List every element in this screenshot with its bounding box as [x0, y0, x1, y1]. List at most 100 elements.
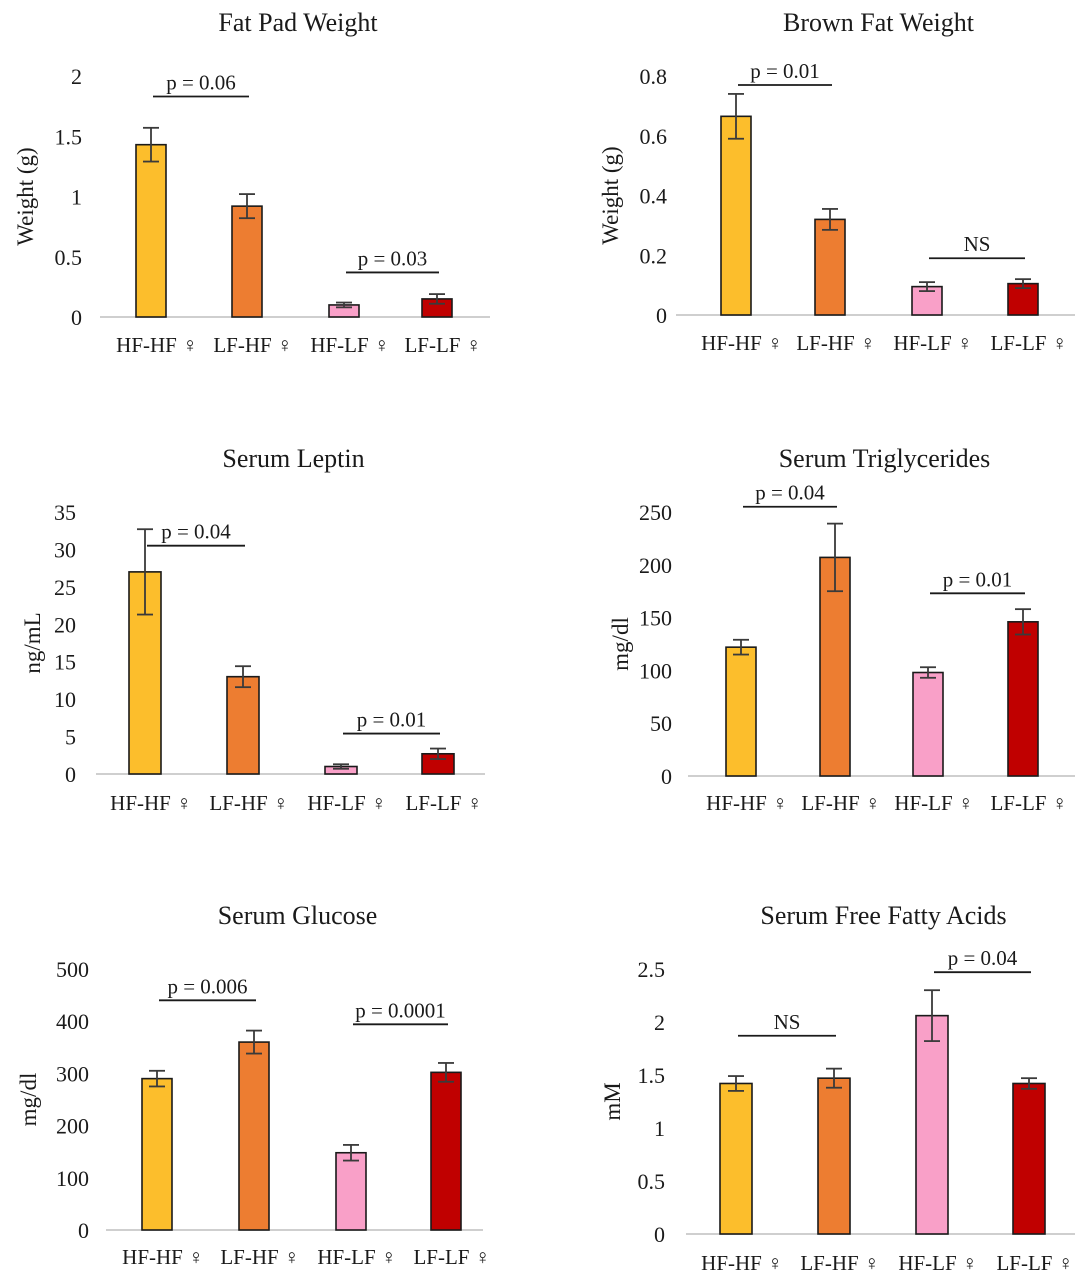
y-tick-label: 2.5 [638, 957, 666, 982]
y-tick-label: 300 [56, 1061, 89, 1086]
y-tick-label: 35 [54, 500, 76, 525]
category-label: HF-HF ♀ [706, 791, 788, 815]
category-label: LF-HF ♀ [796, 331, 875, 355]
bar-2 [818, 1078, 850, 1234]
significance-label: p = 0.006 [167, 974, 247, 998]
significance-label: p = 0.01 [750, 59, 820, 83]
chart-title: Serum Triglycerides [779, 444, 991, 473]
category-label: LF-LF ♀ [404, 333, 481, 357]
category-label: LF-HF ♀ [801, 791, 880, 815]
chart-panel-5: Serum Glucosemg/dl0100200300400500HF-HF … [16, 901, 491, 1269]
category-label: HF-LF ♀ [893, 331, 972, 355]
y-tick-label: 15 [54, 650, 76, 675]
category-label: HF-HF ♀ [122, 1245, 204, 1269]
bar-4 [1013, 1083, 1045, 1234]
chart-panel-3: Serum Leptin ng/mL 0 5 10 15 20 25 30 35 HF-HF ♀ LF… [20, 444, 485, 815]
bar-3 [916, 1016, 948, 1234]
category-label: LF-LF ♀ [996, 1251, 1073, 1272]
significance-label: p = 0.01 [943, 567, 1013, 591]
y-tick-label: 5 [65, 725, 76, 750]
significance-label: p = 0.0001 [355, 998, 446, 1022]
category-label: LF-HF ♀ [800, 1251, 879, 1272]
category-label: LF-LF ♀ [413, 1245, 490, 1269]
y-axis-label: ng/mL [20, 612, 45, 673]
y-axis-label: mg/dl [608, 617, 633, 671]
chart-title: Serum Free Fatty Acids [760, 901, 1006, 930]
y-tick-label: 0.6 [640, 124, 668, 149]
y-axis-label: mM [600, 1082, 625, 1120]
bar-2 [239, 1042, 269, 1230]
y-tick-label: 0 [654, 1222, 665, 1247]
category-label: HF-LF ♀ [894, 791, 973, 815]
category-label: HF-LF ♀ [317, 1245, 396, 1269]
y-tick-label: 100 [56, 1166, 89, 1191]
bar-2 [232, 206, 262, 317]
chart-panel-4: Serum Triglycerides mg/dl 0 50 100 150 200 250 H… [608, 444, 1075, 815]
y-tick-label: 30 [54, 537, 76, 562]
significance-label: NS [774, 1010, 801, 1034]
y-tick-label: 1.5 [638, 1063, 666, 1088]
y-axis-label: Weight (g) [598, 146, 623, 244]
category-label: HF-HF ♀ [701, 1251, 783, 1272]
chart-title: Brown Fat Weight [783, 8, 975, 37]
bar-2 [815, 219, 845, 315]
y-axis-label: Weight (g) [13, 147, 38, 245]
y-tick-label: 0 [656, 303, 667, 328]
y-tick-label: 10 [54, 687, 76, 712]
y-tick-label: 150 [639, 606, 672, 631]
bar-1 [142, 1079, 172, 1230]
category-label: HF-HF ♀ [110, 791, 192, 815]
y-tick-label: 0 [71, 305, 82, 330]
y-tick-label: 25 [54, 575, 76, 600]
y-tick-label: 0.5 [55, 245, 83, 270]
y-tick-label: 1 [654, 1116, 665, 1141]
y-tick-label: 250 [639, 500, 672, 525]
bar-1 [721, 116, 751, 315]
significance-label: p = 0.04 [755, 481, 825, 505]
bar-3 [913, 673, 943, 776]
y-tick-label: 0 [65, 762, 76, 787]
category-label: HF-LF ♀ [898, 1251, 977, 1272]
bar-1 [720, 1083, 752, 1234]
y-tick-label: 0.2 [640, 243, 668, 268]
significance-label: p = 0.04 [948, 946, 1018, 970]
category-label: HF-LF ♀ [310, 333, 389, 357]
chart-panel-1: Fat Pad Weight Weight (g) 0 0.5 1 1.5 2 HF-HF ♀… [13, 8, 490, 357]
y-tick-label: 400 [56, 1009, 89, 1034]
significance-label: p = 0.01 [357, 708, 427, 732]
chart-title: Fat Pad Weight [218, 8, 378, 37]
category-label: LF-HF ♀ [209, 791, 288, 815]
y-tick-label: 0.4 [640, 184, 668, 209]
significance-label: p = 0.04 [161, 520, 231, 544]
y-tick-label: 200 [56, 1114, 89, 1139]
bar-2 [227, 677, 259, 774]
y-tick-label: 0.5 [638, 1169, 666, 1194]
bar-1 [136, 145, 166, 317]
category-label: LF-HF ♀ [213, 333, 292, 357]
y-axis-label: mg/dl [16, 1073, 41, 1127]
significance-label: NS [964, 232, 991, 256]
category-label: LF-HF ♀ [220, 1245, 299, 1269]
category-label: HF-HF ♀ [701, 331, 783, 355]
significance-label: p = 0.06 [166, 70, 236, 94]
y-tick-label: 1 [71, 185, 82, 210]
chart-panel-2: Brown Fat Weight Weight (g) 0 0.2 0.4 0.6 0.8 H… [598, 8, 1075, 355]
significance-label: p = 0.03 [358, 246, 428, 270]
y-tick-label: 2 [71, 64, 82, 89]
y-tick-label: 500 [56, 957, 89, 982]
y-tick-label: 1.5 [55, 124, 83, 149]
y-tick-label: 0 [661, 764, 672, 789]
y-tick-label: 50 [650, 711, 672, 736]
chart-title: Serum Leptin [222, 444, 364, 473]
bar-3 [336, 1153, 366, 1230]
category-label: HF-HF ♀ [116, 333, 198, 357]
y-tick-label: 100 [639, 658, 672, 683]
y-tick-label: 0 [78, 1218, 89, 1243]
bar-4 [1008, 622, 1038, 776]
y-tick-label: 200 [639, 553, 672, 578]
category-label: LF-LF ♀ [405, 791, 482, 815]
bar-4 [431, 1072, 461, 1230]
y-tick-label: 0.8 [640, 64, 668, 89]
bar-1 [726, 647, 756, 776]
